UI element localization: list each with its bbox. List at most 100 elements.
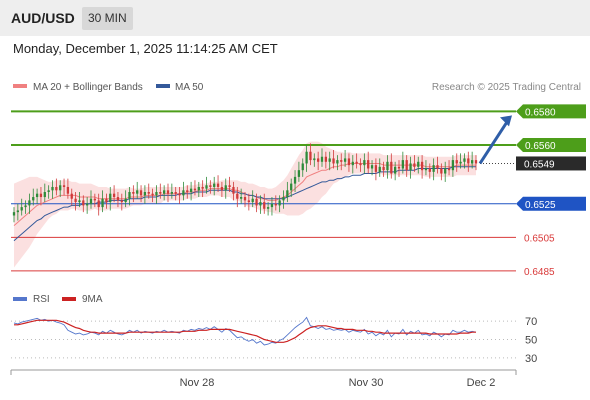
- candle-body: [86, 203, 89, 206]
- candle-body: [47, 190, 50, 192]
- candle-body: [43, 192, 46, 198]
- rsi-ma-legend-swatch: [62, 297, 76, 301]
- candle-body: [89, 198, 93, 204]
- candle-body: [39, 193, 43, 198]
- candle-body: [467, 158, 470, 164]
- candle-body: [440, 168, 443, 174]
- timestamp: Monday, December 1, 2025 11:14:25 AM CET: [13, 41, 278, 56]
- candle-body: [263, 202, 266, 209]
- header-bar: AUD/USD 30 MIN: [0, 0, 590, 36]
- candle-body: [355, 161, 358, 164]
- candle-body: [370, 165, 374, 169]
- candle-body: [328, 158, 331, 162]
- candle-body: [401, 160, 404, 169]
- candle-body: [197, 186, 200, 191]
- candle-body: [128, 192, 131, 199]
- candle-body: [455, 160, 458, 164]
- candle-body: [363, 160, 366, 166]
- candle-body: [320, 156, 324, 162]
- candle-body: [297, 170, 301, 177]
- candle-body: [166, 190, 170, 194]
- symbol-title: AUD/USD: [11, 10, 75, 26]
- candlesticks: [12, 143, 478, 223]
- candle-body: [374, 165, 378, 172]
- candle-body: [290, 183, 293, 191]
- candle-body: [186, 190, 189, 192]
- candle-body: [139, 190, 143, 196]
- candle-body: [59, 185, 62, 191]
- candle-body: [24, 205, 27, 208]
- rsi-ma-line: [14, 319, 476, 343]
- candle-body: [282, 197, 285, 201]
- candle-body: [417, 161, 420, 167]
- rsi-legend-label: RSI: [33, 294, 50, 305]
- candle-body: [143, 192, 147, 196]
- forecast-arrow-head: [500, 115, 512, 127]
- rsi-ma-legend-label: 9MA: [82, 294, 103, 305]
- candle-body: [132, 192, 135, 194]
- candle-body: [109, 193, 112, 203]
- candle-body: [309, 151, 312, 161]
- level-label-0.6525: 0.6525: [525, 200, 556, 211]
- candle-body: [463, 158, 466, 162]
- forecast-arrow: [478, 115, 512, 165]
- candle-body: [55, 186, 58, 191]
- candle-body: [178, 193, 181, 196]
- level-badge-0.6580: [516, 104, 586, 119]
- candle-body: [216, 183, 220, 187]
- x-tick-label: Nov 30: [349, 377, 384, 389]
- candle-body: [182, 190, 185, 196]
- candle-body: [293, 176, 297, 184]
- candle-body: [278, 200, 281, 206]
- candle-body: [151, 193, 154, 196]
- rsi-tick-70: 70: [525, 316, 537, 328]
- candle-body: [124, 198, 127, 203]
- candle-body: [101, 198, 104, 208]
- candle-body: [205, 185, 208, 189]
- candle-body: [147, 192, 150, 194]
- candle-body: [324, 156, 327, 162]
- ma50-legend-swatch: [156, 84, 170, 88]
- last-price-label: 0.6549: [524, 159, 555, 170]
- timeframe-button[interactable]: 30 MIN: [82, 7, 133, 30]
- candle-body: [120, 200, 123, 203]
- candle-body: [112, 193, 116, 198]
- candle-body: [224, 185, 227, 191]
- candle-body: [305, 151, 308, 164]
- level-badge-0.6525: [516, 196, 586, 211]
- candle-body: [444, 168, 447, 174]
- candle-body: [236, 193, 239, 199]
- candle-body: [471, 160, 474, 164]
- x-tick-label: Nov 28: [180, 377, 215, 389]
- price-levels: 0.6580 0.6560 0.6549 0.6525 0.6505 0.6485: [11, 104, 586, 278]
- candle-body: [436, 165, 439, 169]
- candle-body: [347, 158, 351, 166]
- last-price-badge: [516, 156, 586, 171]
- candle-body: [313, 158, 316, 161]
- candle-body: [12, 212, 16, 216]
- candle-body: [382, 166, 385, 171]
- candle-body: [343, 158, 347, 162]
- candle-body: [174, 192, 177, 194]
- candle-body: [409, 163, 412, 171]
- candle-body: [51, 186, 54, 191]
- candle-body: [170, 192, 173, 194]
- candle-body: [82, 200, 85, 206]
- candle-body: [390, 161, 393, 174]
- candle-body: [163, 190, 166, 194]
- candle-body: [62, 185, 66, 187]
- candle-body: [35, 193, 39, 198]
- candle-body: [270, 203, 274, 208]
- candle-body: [301, 163, 304, 171]
- candle-body: [420, 161, 424, 171]
- level-label-0.6580: 0.6580: [525, 107, 556, 118]
- candle-body: [428, 168, 431, 172]
- candle-body: [317, 158, 320, 162]
- candle-body: [451, 160, 455, 171]
- rsi-legend-swatch: [13, 297, 27, 301]
- candle-body: [432, 165, 435, 172]
- candle-body: [378, 166, 381, 172]
- candle-body: [251, 198, 254, 203]
- x-tick-label: Dec 2: [467, 377, 496, 389]
- x-axis-ticks: Nov 28 Nov 30 Dec 2: [180, 377, 496, 389]
